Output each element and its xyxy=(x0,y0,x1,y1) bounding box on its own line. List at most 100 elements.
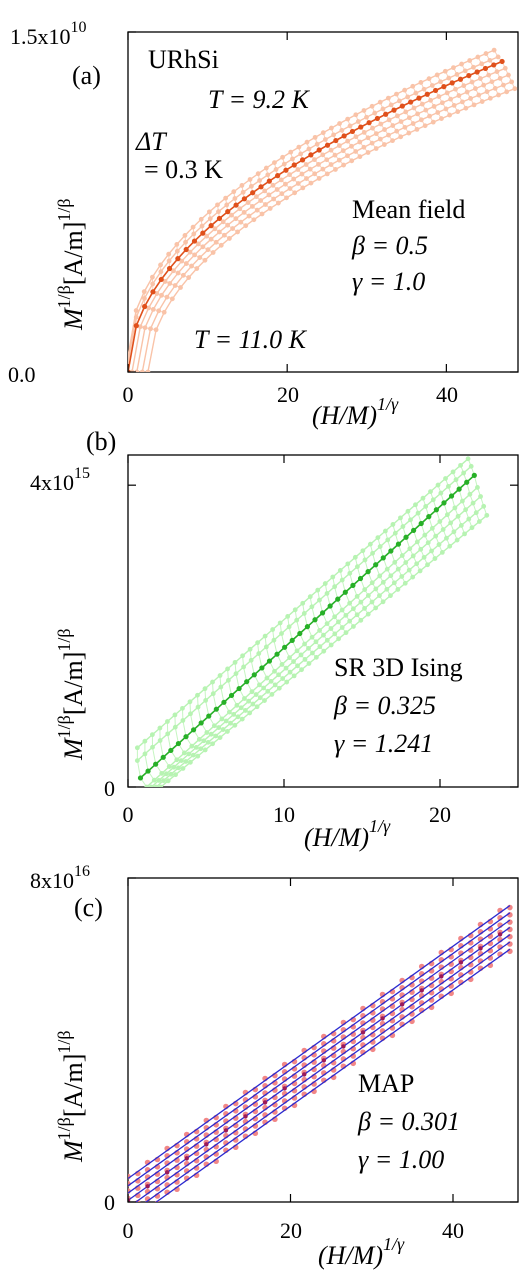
data-point xyxy=(358,599,364,605)
series-group xyxy=(128,904,513,1202)
data-point xyxy=(391,107,397,113)
data-point xyxy=(390,138,395,144)
data-point xyxy=(225,209,231,215)
data-point xyxy=(317,644,323,650)
data-point xyxy=(263,202,268,207)
data-point xyxy=(264,675,270,681)
data-point xyxy=(235,229,240,235)
data-point xyxy=(478,494,483,499)
data-point xyxy=(283,665,289,671)
panel-a-frame xyxy=(127,31,519,373)
data-point xyxy=(475,54,481,60)
data-point xyxy=(400,524,406,529)
data-point xyxy=(205,247,211,253)
data-point xyxy=(339,625,345,630)
data-point xyxy=(309,634,315,640)
data-point xyxy=(306,146,312,152)
data-point xyxy=(158,269,164,275)
data-point xyxy=(223,1128,229,1133)
data-point xyxy=(366,120,372,126)
data-point xyxy=(288,149,294,155)
panel-a-x-tick-label: 20 xyxy=(277,382,299,407)
data-point xyxy=(347,123,353,129)
data-point xyxy=(322,581,328,586)
panel-b-beta-label: β = 0.325 xyxy=(333,691,436,720)
data-point xyxy=(316,176,322,181)
data-point xyxy=(210,741,216,747)
data-point xyxy=(317,628,322,633)
data-point xyxy=(294,648,300,654)
panel-b-y-axis-label: M1/β[A/m]1/β xyxy=(54,628,88,761)
data-point xyxy=(312,157,317,163)
data-point xyxy=(312,171,318,177)
data-point xyxy=(481,82,487,88)
data-point xyxy=(223,195,229,201)
panel-a-x-tick-label: 0 xyxy=(123,382,134,407)
series-line-10.7K xyxy=(141,81,512,372)
data-point xyxy=(333,167,338,172)
data-point xyxy=(202,257,208,263)
data-point xyxy=(424,91,430,97)
data-point xyxy=(300,185,306,191)
data-point xyxy=(402,87,408,93)
data-point xyxy=(392,530,398,536)
data-point xyxy=(257,695,263,701)
data-point xyxy=(280,676,286,681)
data-point xyxy=(295,181,301,186)
data-point xyxy=(365,569,371,575)
panel-a-y-tick-label: 0.0 xyxy=(8,362,36,387)
data-point xyxy=(453,86,458,92)
data-point xyxy=(218,242,224,248)
panel-c-y-axis-label: M1/β[A/m]1/β xyxy=(54,1030,88,1163)
data-point xyxy=(452,505,458,511)
data-point xyxy=(380,599,386,605)
data-point xyxy=(195,241,201,247)
data-point xyxy=(167,281,173,286)
data-point xyxy=(204,730,210,735)
data-point xyxy=(183,759,189,764)
series-line-10.1K xyxy=(131,67,506,372)
data-point xyxy=(176,765,181,771)
data-point xyxy=(380,1016,385,1021)
data-point xyxy=(466,516,472,522)
panel-a-delta-t-label: ΔT xyxy=(135,127,167,156)
data-point xyxy=(159,292,164,298)
data-point xyxy=(270,627,276,632)
data-point xyxy=(180,272,186,278)
data-point xyxy=(399,1002,405,1007)
data-point xyxy=(247,177,253,182)
data-point xyxy=(373,586,379,592)
data-point xyxy=(484,89,490,95)
data-point xyxy=(232,722,238,728)
data-point xyxy=(328,626,334,631)
data-point xyxy=(221,699,227,705)
data-point xyxy=(262,698,267,703)
data-point xyxy=(433,533,439,539)
data-point xyxy=(180,718,186,723)
data-point xyxy=(219,716,225,722)
data-point xyxy=(165,778,171,784)
data-point xyxy=(501,82,506,88)
data-point xyxy=(275,173,281,179)
data-point xyxy=(353,134,359,140)
data-point xyxy=(178,758,184,763)
data-point xyxy=(163,771,169,777)
data-point xyxy=(467,58,473,63)
data-point xyxy=(403,534,409,540)
data-point xyxy=(362,587,368,592)
data-point xyxy=(411,105,417,111)
data-point xyxy=(234,702,240,708)
data-point xyxy=(453,477,459,483)
data-point xyxy=(439,550,445,555)
data-point xyxy=(330,574,336,580)
data-point xyxy=(369,580,375,586)
data-point xyxy=(512,86,518,92)
data-point xyxy=(473,510,479,516)
data-point xyxy=(194,266,200,271)
data-point xyxy=(145,768,151,774)
data-point xyxy=(451,65,456,71)
data-point xyxy=(261,685,267,691)
data-point xyxy=(332,614,338,620)
panel-a-temp-high-label: T = 9.2 K xyxy=(208,85,311,114)
data-point xyxy=(414,539,420,545)
